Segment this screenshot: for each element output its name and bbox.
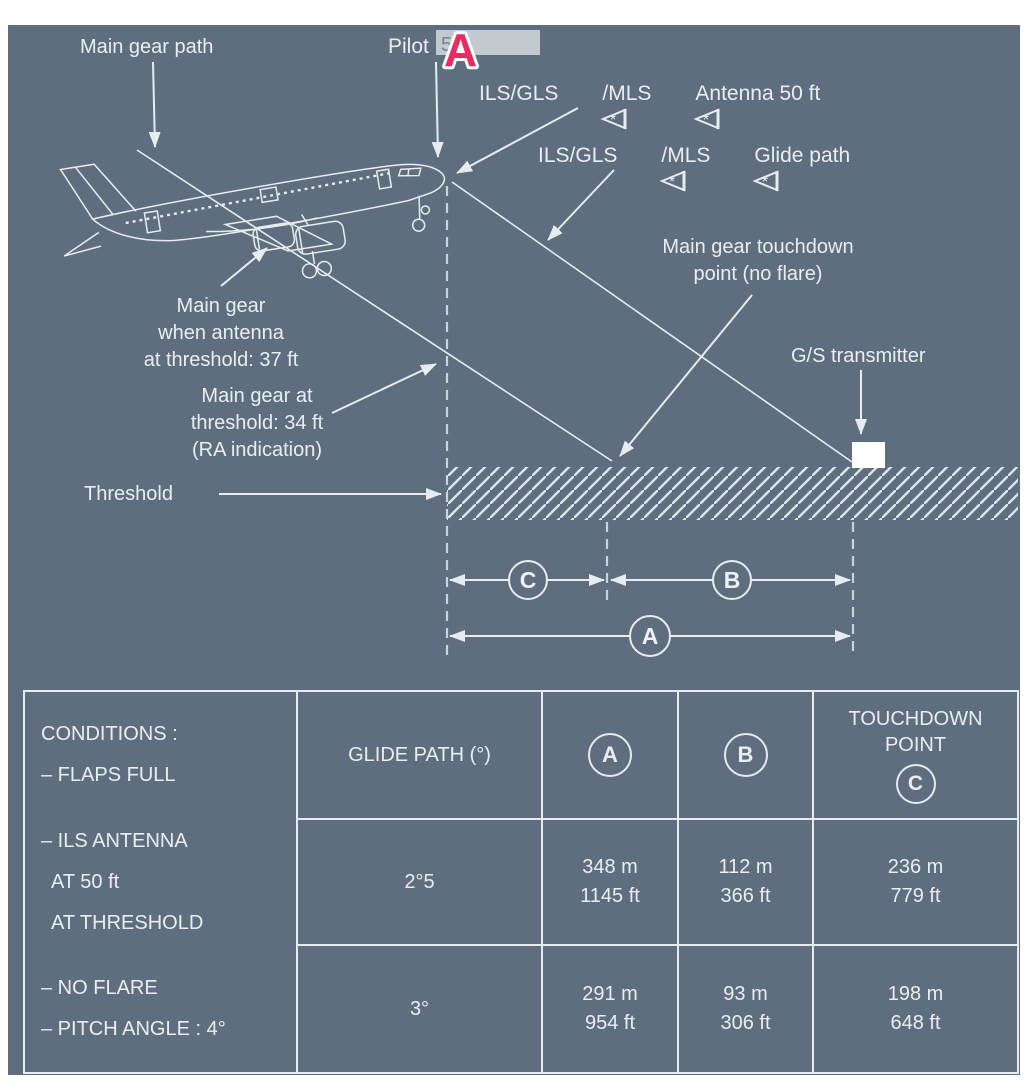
glide-path-2-5: 2°5 [296, 818, 543, 946]
svg-text:*: * [703, 112, 709, 129]
marker-highlight-box [436, 30, 540, 55]
svg-text:*: * [610, 112, 616, 129]
svg-text:*: * [669, 174, 675, 191]
conditions-flaps: CONDITIONS : – FLAPS FULL [41, 723, 178, 787]
touchdown-header-line2: POINT [884, 734, 947, 756]
header-dim-a: A [541, 690, 679, 820]
pilot-label: Pilot [388, 35, 429, 58]
row1-dim-c: 236 m 779 ft [812, 818, 1019, 946]
ils-glide-label-part2: /MLS [661, 144, 711, 167]
row1-dim-a: 348 m 1145 ft [541, 818, 679, 946]
ils-antenna-label-part1: ILS/GLS [479, 82, 559, 105]
circled-a: A [588, 733, 632, 777]
landing-distance-table: CONDITIONS : – FLAPS FULL – ILS ANTENNA … [23, 690, 1019, 1074]
covered-text-fragment: 5 [441, 34, 453, 56]
config-flag-icon: * [658, 83, 720, 130]
conditions-ils-antenna: – ILS ANTENNA AT 50 ft AT THRESHOLD [41, 829, 204, 934]
glide-path-3: 3° [296, 944, 543, 1074]
circled-c: C [895, 764, 936, 804]
header-glide-path: GLIDE PATH (°) [296, 690, 543, 820]
header-touchdown-point: TOUCHDOWN POINT C [812, 690, 1019, 820]
config-flag-icon: * [717, 145, 779, 192]
header-dim-b: B [677, 690, 814, 820]
row2-dim-a: 291 m 954 ft [541, 944, 679, 1074]
table-row: 2°5 348 m 1145 ft 112 m 366 ft 236 m 779… [24, 818, 1019, 946]
svg-text:*: * [762, 174, 768, 191]
threshold-label: Threshold [84, 483, 173, 505]
circled-b: B [723, 733, 768, 777]
ils-glide-path-label: ILS/GLS * /MLS * Glide path [538, 144, 851, 192]
marker-badge-A[interactable]: A [428, 14, 494, 80]
table-row: 3° 291 m 954 ft 93 m 306 ft 198 m 648 ft [24, 944, 1019, 1074]
conditions-cell: CONDITIONS : – FLAPS FULL – ILS ANTENNA … [23, 690, 298, 1074]
row2-dim-c: 198 m 648 ft [812, 944, 1019, 1074]
ils-glide-label-part1: ILS/GLS [538, 144, 618, 167]
ils-antenna-label-part2: /MLS [602, 82, 652, 105]
main-gear-path-label: Main gear path [80, 36, 214, 58]
svg-text:A: A [444, 24, 477, 76]
row1-dim-b: 112 m 366 ft [677, 818, 814, 946]
touchdown-header-line1: TOUCHDOWN [848, 708, 983, 730]
gs-transmitter-label: G/S transmitter [791, 345, 926, 367]
touchdown-point-label: Main gear touchdown point (no flare) [662, 236, 854, 285]
gear-34ft-label: Main gear at threshold: 34 ft (RA indica… [190, 385, 324, 461]
conditions-no-flare: – NO FLARE – PITCH ANGLE : 4° [41, 976, 226, 1040]
ils-antenna-label-part3: Antenna 50 ft [695, 82, 821, 105]
config-flag-icon: * [565, 83, 627, 130]
row2-dim-b: 93 m 306 ft [677, 944, 814, 1074]
config-flag-icon: * [624, 145, 686, 192]
ils-glide-label-part3: Glide path [754, 144, 851, 167]
gear-37ft-label: Main gear when antenna at threshold: 37 … [143, 295, 299, 371]
ils-antenna-label: ILS/GLS * /MLS * Antenna 50 ft [479, 82, 821, 130]
